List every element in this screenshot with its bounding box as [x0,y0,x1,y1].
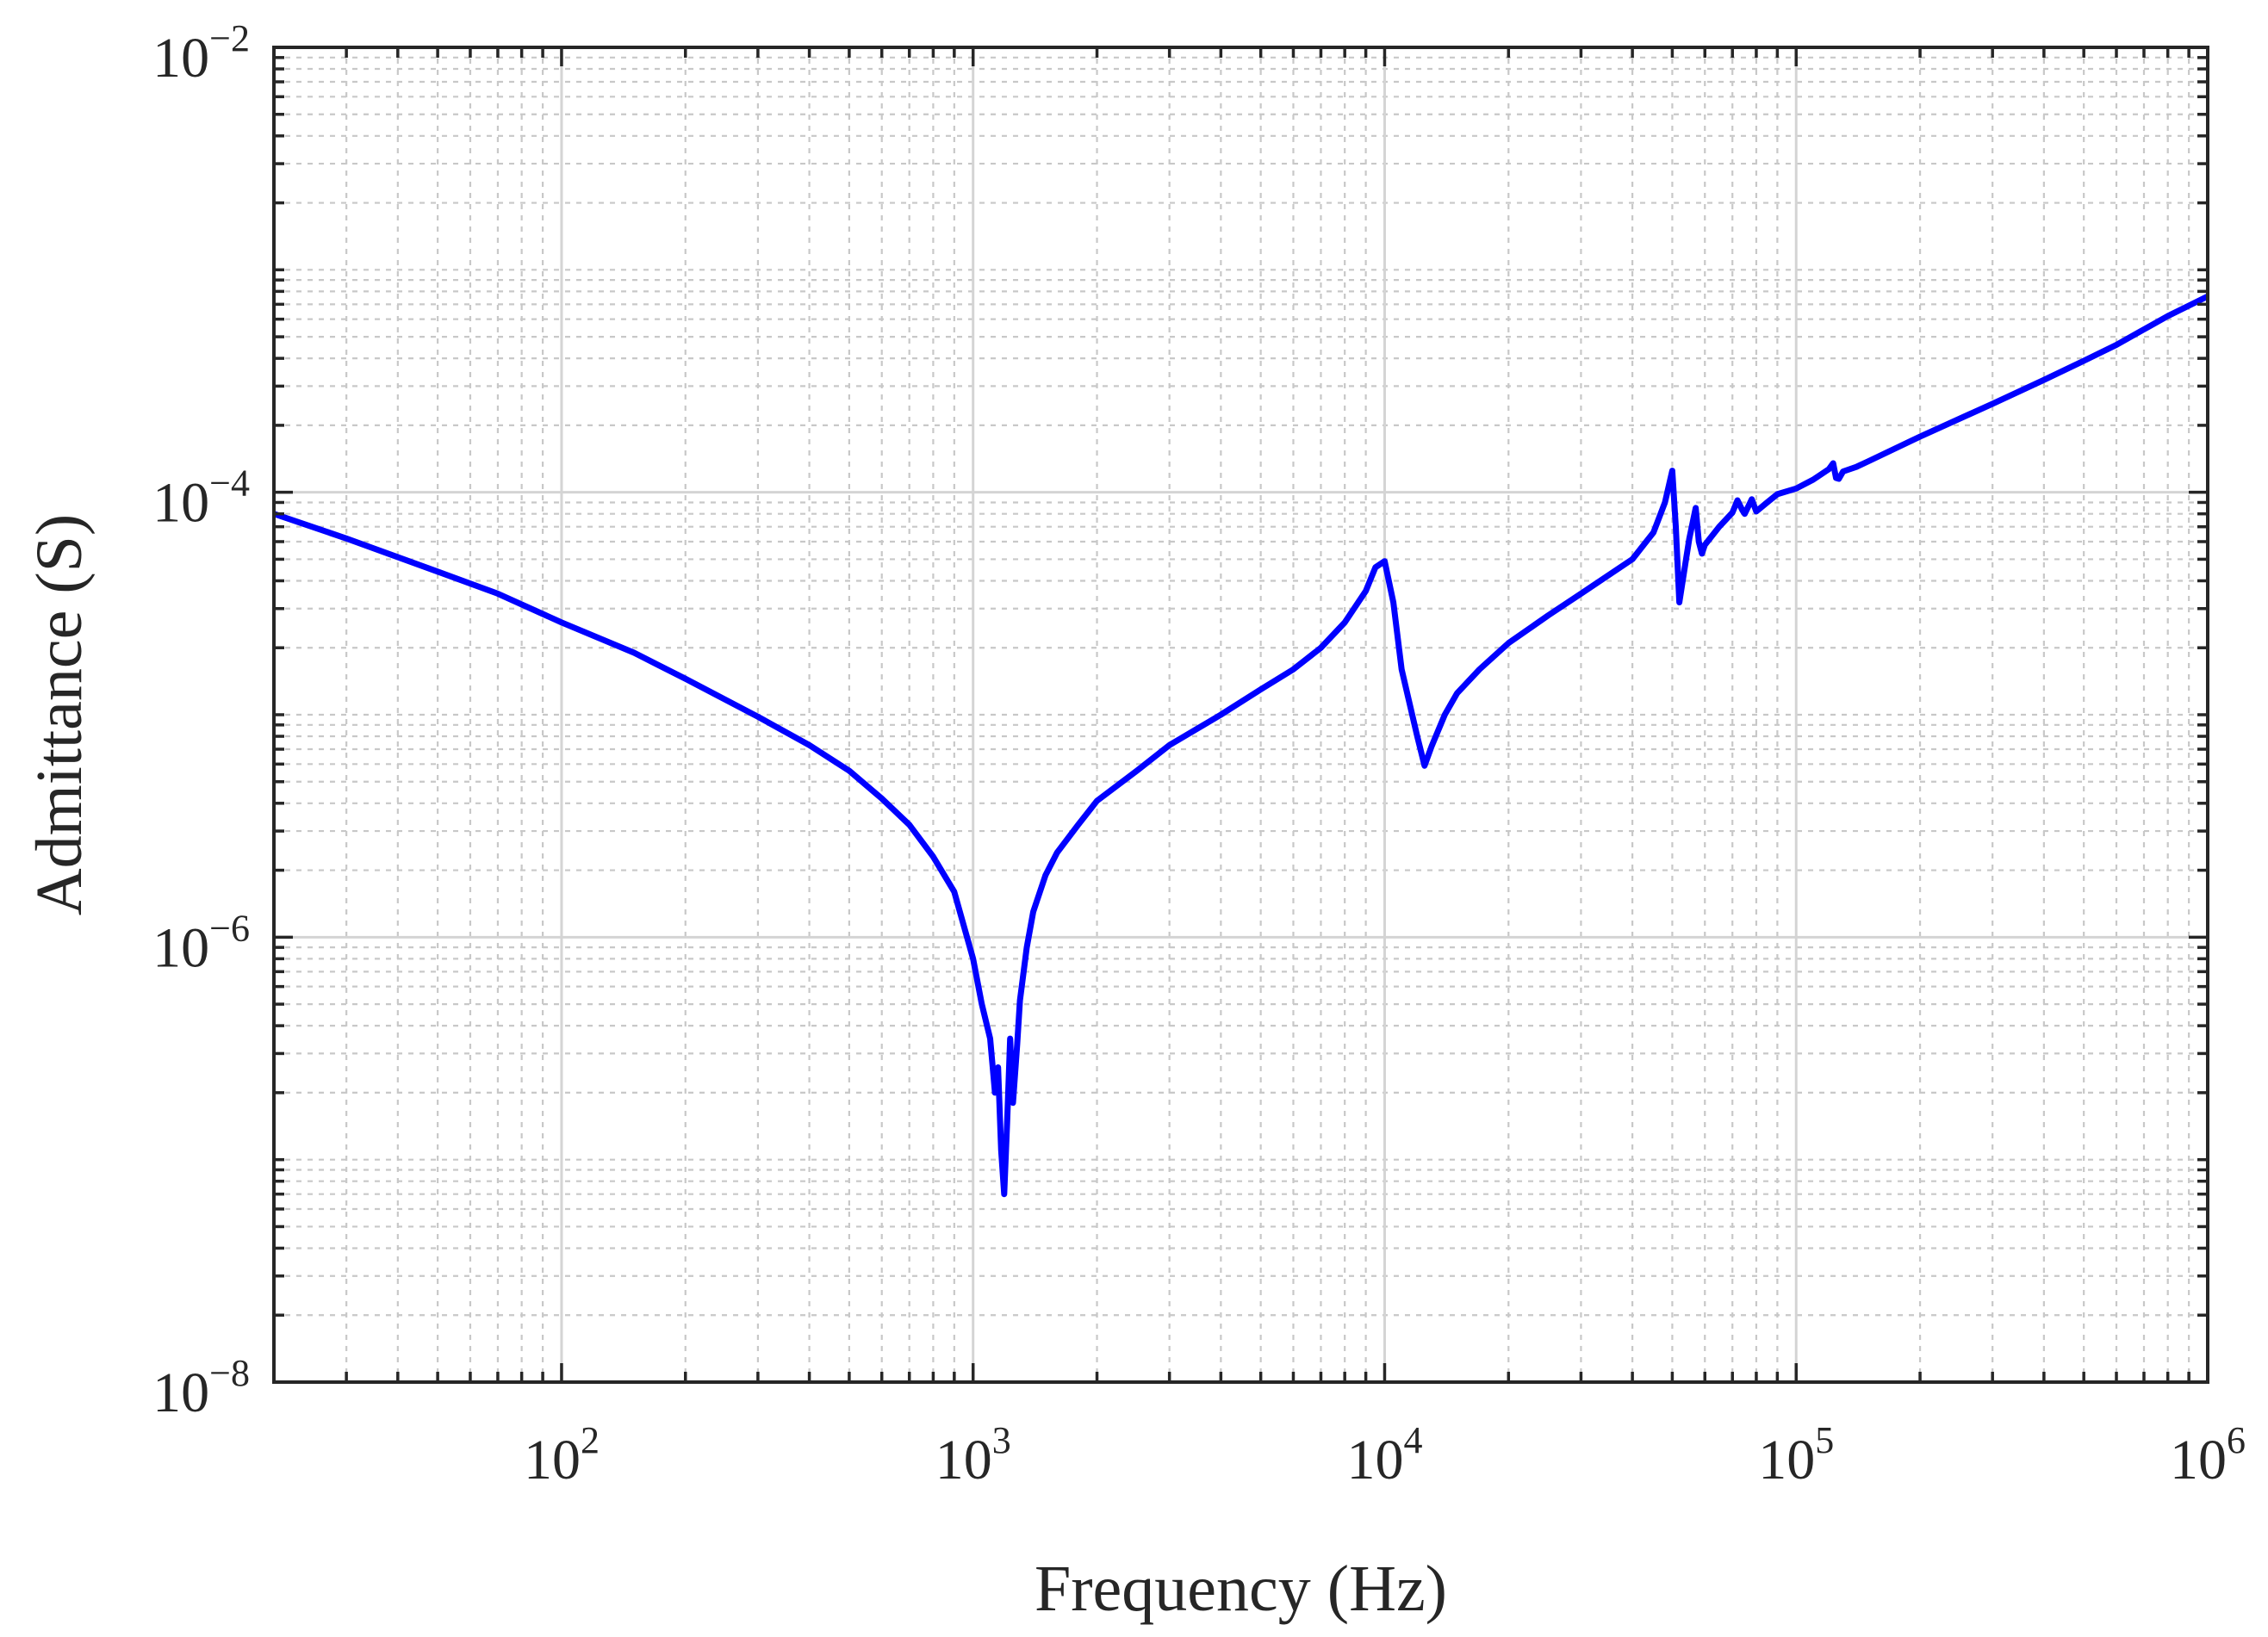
x-tick-label: 102 [524,1419,600,1491]
x-tick-label: 104 [1346,1419,1422,1491]
x-tick-label: 105 [1758,1419,1834,1491]
x-tick-labels: 102 103 104 105 106 [524,1419,2246,1491]
x-axis-title: Frequency (Hz) [1035,1553,1447,1625]
y-tick-label: 10−8 [152,1352,250,1424]
major-grid [274,47,2208,1382]
y-axis-title: Admittance (S) [23,514,96,915]
y-tick-label: 10−6 [152,907,250,979]
tick-marks [272,46,2209,1384]
minor-grid [274,47,2208,1382]
y-tick-label: 10−4 [152,462,250,535]
y-tick-labels: 10−2 10−4 10−6 10−8 [152,17,250,1424]
x-tick-label: 103 [935,1419,1011,1491]
series-layer [274,293,2208,1198]
x-tick-label: 106 [2170,1419,2246,1491]
y-tick-label: 10−2 [152,17,250,90]
admittance-series-line [274,293,2208,1198]
